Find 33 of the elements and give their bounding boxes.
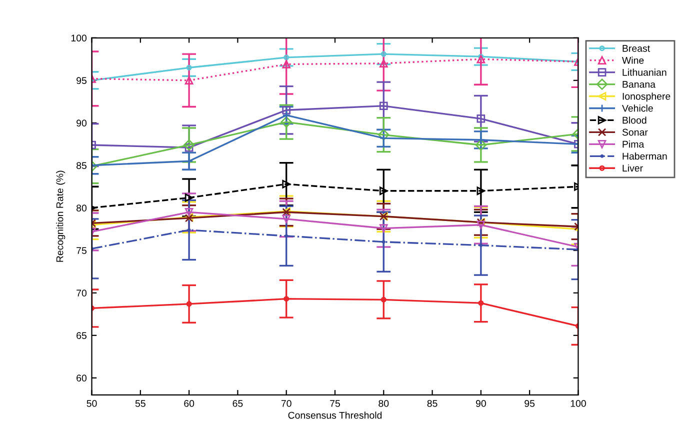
y-tick-label: 65 — [76, 332, 86, 340]
x-tick-label: 65 — [232, 400, 243, 407]
y-tick-label: 85 — [76, 162, 86, 170]
y-tick-label: 95 — [76, 77, 86, 84]
legend-label: Haberman — [622, 152, 667, 160]
legend-label: Vehicle — [622, 104, 653, 112]
y-tick-label: 100 — [71, 34, 87, 42]
x-tick-label: 100 — [570, 400, 586, 407]
legend-label: Liver — [622, 164, 643, 172]
x-tick-label: 90 — [476, 400, 486, 407]
x-tick-label: 75 — [330, 400, 340, 407]
legend-label: Breast — [622, 45, 650, 52]
x-tick-label: 55 — [135, 400, 146, 407]
y-tick-label: 60 — [76, 374, 87, 382]
x-tick-label: 95 — [524, 400, 535, 407]
y-axis-title: Recognition Rate (%) — [56, 170, 66, 262]
legend-label: Ionosphere — [622, 92, 670, 102]
legend-label: Banana — [622, 80, 656, 88]
legend-label: Sonar — [622, 128, 648, 136]
x-tick-label: 85 — [427, 400, 438, 407]
x-tick-label: 80 — [378, 400, 389, 407]
y-tick-label: 90 — [76, 120, 87, 127]
x-tick-label: 70 — [281, 400, 292, 407]
y-tick-label: 75 — [76, 247, 86, 254]
legend-label: Lithuanian — [622, 68, 666, 76]
x-axis-title: Consensus Threshold — [288, 412, 382, 419]
legend-label: Pima — [622, 140, 644, 148]
legend-label: Blood — [622, 116, 646, 124]
y-tick-label: 80 — [76, 204, 87, 212]
legend-label: Wine — [622, 56, 644, 64]
y-tick-label: 70 — [76, 290, 87, 297]
x-tick-label: 60 — [184, 400, 194, 407]
x-tick-label: 50 — [86, 400, 97, 407]
